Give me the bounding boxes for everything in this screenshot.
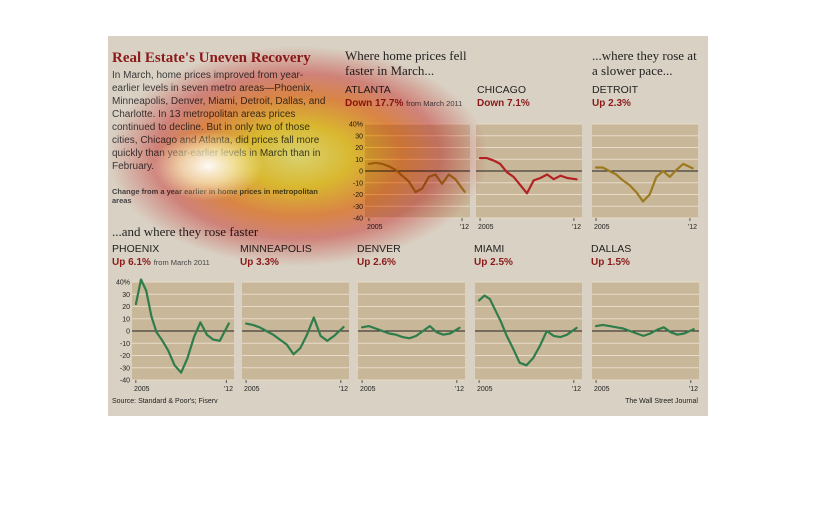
section-rose-slower: ...where they rose at a slower pace... [592, 48, 697, 78]
x-tick-label: '12 [455, 386, 464, 393]
y-tick-label: -40 [353, 216, 363, 223]
panel-stat-note-atlanta: from March 2011 [406, 99, 463, 108]
series-line-dallas [595, 323, 695, 337]
series-line-phoenix [134, 278, 230, 374]
y-tick-label: -10 [353, 180, 363, 187]
x-tick-label: 2005 [477, 386, 493, 393]
x-tick-label: 2005 [594, 386, 610, 393]
panel-stat-denver: Up 2.6% [357, 257, 396, 268]
chart-minneapolis: 2005 '12 [242, 281, 349, 393]
chart-denver: 2005 '12 [358, 281, 465, 393]
panel-stat-miami: Up 2.5% [474, 257, 513, 268]
x-tick-label: '12 [572, 224, 581, 231]
x-tick-label: 2005 [478, 224, 494, 231]
x-tick-label: '12 [224, 386, 233, 393]
series-line-denver [361, 325, 461, 340]
panel-stat-note-phoenix: from March 2011 [153, 258, 210, 267]
section-rose-faster: ...and where they rose faster [112, 224, 259, 239]
y-tick-label: 10 [355, 157, 363, 164]
panel-stat-dallas: Up 1.5% [591, 257, 630, 268]
y-tick-label: 40% [116, 280, 130, 287]
x-tick-label: '12 [572, 386, 581, 393]
x-tick-label: '12 [460, 224, 469, 231]
panel-name-phoenix: PHOENIX [112, 243, 160, 255]
x-tick-label: 2005 [367, 224, 383, 231]
x-tick-label: 2005 [360, 386, 376, 393]
y-tick-label: 30 [355, 133, 363, 140]
intro-text: In March, home prices improved from year… [112, 70, 326, 172]
page-title: Real Estate's Uneven Recovery [112, 50, 311, 66]
panel-name-minneapolis: MINNEAPOLIS [240, 243, 312, 255]
y-tick-label: -40 [120, 378, 130, 385]
chart-figure: Real Estate's Uneven Recovery In March, … [108, 36, 708, 416]
change-note: Change from a year earlier in home price… [112, 187, 318, 205]
x-tick-label: '12 [688, 224, 697, 231]
panel-stat-phoenix: Up 6.1% from March 2011 [112, 257, 210, 268]
chart-phoenix: 40% 30 20 10 0 -10 -20 -30 -40 2005 '12 [116, 278, 234, 393]
y-tick-label: 20 [355, 145, 363, 152]
source-note: Source: Standard & Poor's; Fiserv [112, 398, 218, 405]
y-tick-label: -20 [353, 192, 363, 199]
x-tick-label: 2005 [134, 386, 150, 393]
chart-chicago: 2005 '12 [476, 123, 582, 231]
y-tick-label: 30 [122, 292, 130, 299]
x-tick-label: '12 [689, 386, 698, 393]
panel-name-denver: DENVER [357, 243, 401, 255]
y-tick-label: -10 [120, 341, 130, 348]
x-tick-label: 2005 [594, 224, 610, 231]
panel-stat-minneapolis: Up 3.3% [240, 257, 279, 268]
credit-note: The Wall Street Journal [625, 398, 698, 405]
y-tick-label: 0 [359, 169, 363, 176]
panel-stat-chicago: Down 7.1% [477, 98, 530, 109]
y-tick-label: 40% [349, 122, 363, 129]
y-tick-label: 0 [126, 329, 130, 336]
panel-stat-detroit: Up 2.3% [592, 98, 631, 109]
y-tick-label: -20 [120, 353, 130, 360]
y-tick-label: -30 [353, 204, 363, 211]
series-line-miami [478, 294, 578, 367]
chart-dallas: 2005 '12 [592, 281, 699, 393]
x-tick-label: 2005 [244, 386, 260, 393]
x-tick-label: '12 [339, 386, 348, 393]
series-line-detroit [594, 162, 694, 203]
section-fell-faster: Where home prices fell faster in March..… [345, 48, 467, 78]
panel-name-chicago: CHICAGO [477, 84, 527, 96]
panel-name-detroit: DETROIT [592, 84, 639, 96]
y-tick-label: -30 [120, 365, 130, 372]
y-tick-label: 10 [122, 316, 130, 323]
chart-miami: 2005 '12 [475, 281, 582, 393]
chart-atlanta: 40% 30 20 10 0 -10 -20 -30 -40 2005 '12 [349, 122, 470, 231]
y-tick-label: 20 [122, 304, 130, 311]
panel-name-atlanta: ATLANTA [345, 84, 391, 96]
panel-stat-atlanta: Down 17.7% from March 2011 [345, 98, 463, 109]
chart-detroit: 2005 '12 [592, 123, 698, 231]
series-line-minneapolis [245, 316, 345, 356]
panel-name-dallas: DALLAS [591, 243, 632, 255]
panel-name-miami: MIAMI [474, 243, 505, 255]
